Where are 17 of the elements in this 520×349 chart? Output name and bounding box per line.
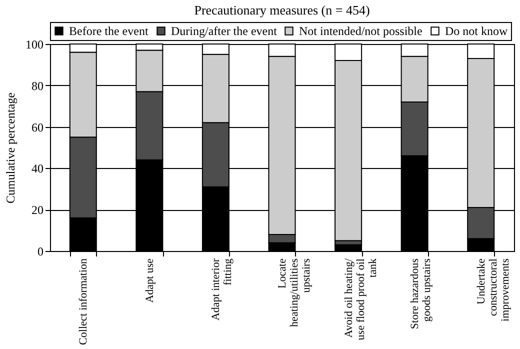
x-tick-label: Adapt use xyxy=(144,258,156,303)
y-tick-label: 20 xyxy=(32,203,44,218)
x-tick-label: Adapt interior fitting xyxy=(210,258,234,321)
y-tick-label: 0 xyxy=(38,244,44,258)
x-tick-label: Avoid oil heating/ use flood proof oil tank xyxy=(342,258,379,340)
x-tick-label: Locate heating/utilities upstairs xyxy=(276,258,312,327)
y-tick-label: 40 xyxy=(32,162,44,176)
y-tick-label: 100 xyxy=(26,38,44,52)
y-tick-label: 80 xyxy=(32,78,44,93)
chart-title: Precautionary measures (n = 454) xyxy=(194,2,370,18)
legend-label: During/after the event xyxy=(171,24,278,38)
y-tick-label: 60 xyxy=(32,120,44,134)
legend-label: Do not know xyxy=(445,24,508,38)
legend-label: Not intended/not possible xyxy=(299,24,422,38)
legend-label: Before the event xyxy=(69,24,149,38)
y-axis-title: Cumulative percentage xyxy=(4,92,18,204)
x-tick-label: Collect information xyxy=(78,258,90,345)
